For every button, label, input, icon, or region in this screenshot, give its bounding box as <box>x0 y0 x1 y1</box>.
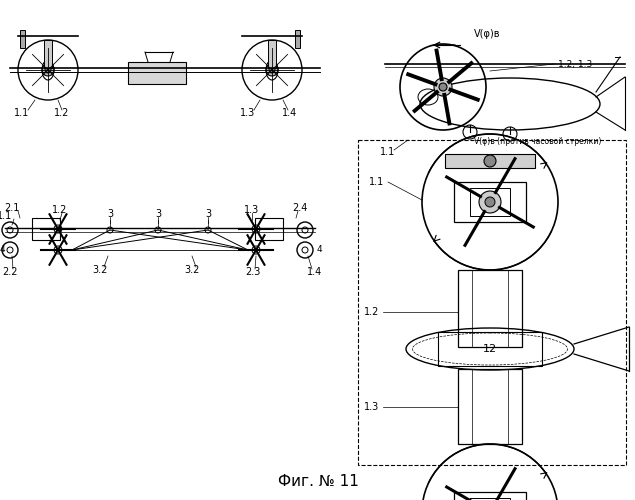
Circle shape <box>485 197 495 207</box>
Text: 1.3: 1.3 <box>241 108 256 118</box>
Text: 1.2: 1.2 <box>52 205 68 215</box>
Text: 1.4: 1.4 <box>307 267 323 277</box>
Bar <box>470 188 510 216</box>
Circle shape <box>439 83 447 91</box>
Circle shape <box>479 191 501 213</box>
Text: 2.4: 2.4 <box>292 203 308 213</box>
Circle shape <box>45 67 51 73</box>
Text: 1.1: 1.1 <box>15 108 30 118</box>
Bar <box>255 218 283 240</box>
Text: 1.3: 1.3 <box>244 205 260 215</box>
Text: 12: 12 <box>483 344 497 354</box>
Circle shape <box>269 67 275 73</box>
Bar <box>128 62 186 84</box>
Bar <box>458 369 522 444</box>
Bar <box>268 40 276 68</box>
Text: 3: 3 <box>205 209 211 219</box>
Bar <box>438 332 542 366</box>
Text: 1.4: 1.4 <box>283 108 298 118</box>
Bar <box>445 154 535 168</box>
Text: 3.2: 3.2 <box>184 265 199 275</box>
Bar <box>454 182 526 222</box>
Bar <box>470 498 510 500</box>
Text: 1.1: 1.1 <box>380 147 396 157</box>
Text: 2.3: 2.3 <box>245 267 261 277</box>
Bar <box>32 218 60 240</box>
Bar <box>454 492 526 500</box>
Text: 1.1: 1.1 <box>370 177 385 187</box>
Text: 1.2: 1.2 <box>55 108 70 118</box>
Text: V(φ)в (против часовой стрелки): V(φ)в (против часовой стрелки) <box>474 138 602 146</box>
Text: 1.1: 1.1 <box>0 211 13 221</box>
Text: 2.2: 2.2 <box>3 267 18 277</box>
Bar <box>458 270 522 347</box>
Text: V(φ)в: V(φ)в <box>474 29 500 39</box>
Text: 3.2: 3.2 <box>92 265 108 275</box>
Text: 3: 3 <box>155 209 161 219</box>
Text: 4: 4 <box>316 246 322 254</box>
Text: 4: 4 <box>0 246 5 254</box>
Text: 2.1: 2.1 <box>4 203 20 213</box>
Bar <box>358 140 626 465</box>
Text: Фиг. № 11: Фиг. № 11 <box>277 474 358 490</box>
Circle shape <box>434 78 452 96</box>
Text: 1.2, 1.3: 1.2, 1.3 <box>558 60 592 68</box>
Text: 3: 3 <box>107 209 113 219</box>
Circle shape <box>266 64 278 76</box>
Bar <box>20 30 25 48</box>
Text: 1.2: 1.2 <box>364 307 380 317</box>
Bar <box>44 40 52 68</box>
Circle shape <box>42 64 54 76</box>
Text: 1.3: 1.3 <box>364 402 380 412</box>
Bar <box>295 30 300 48</box>
Circle shape <box>484 155 496 167</box>
